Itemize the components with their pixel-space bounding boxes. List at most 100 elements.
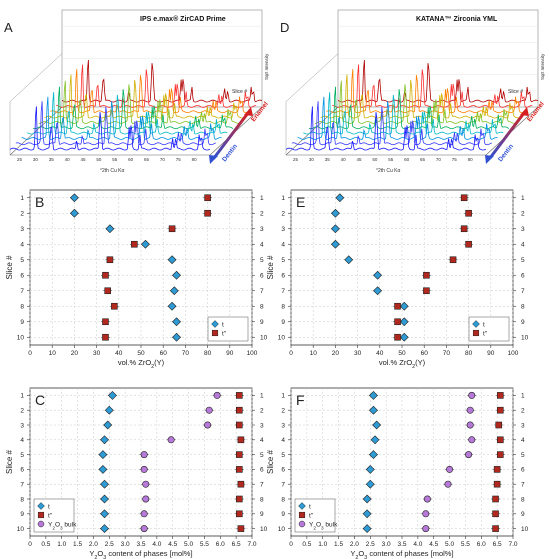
data-point-t — [493, 466, 501, 473]
y-axis-label: Slice # — [266, 255, 275, 280]
data-point-t — [365, 479, 375, 489]
xrd-slice-3-line — [297, 96, 498, 140]
data-point-t — [167, 255, 177, 265]
data-point-t — [460, 194, 468, 202]
y-tick-label-right: 8 — [521, 304, 525, 311]
y-tick-label-right: 10 — [521, 526, 529, 533]
data-point-t — [335, 193, 345, 203]
legend-marker-1 — [298, 511, 306, 519]
x-tick-label: 80 — [465, 350, 473, 357]
enamel-dentin-arrow — [212, 112, 250, 159]
legend-marker-2 — [298, 520, 306, 528]
y-tick-label-right: 5 — [260, 452, 264, 459]
y-tick-label-left: 5 — [20, 452, 24, 459]
x-tick-label: 0 — [28, 350, 32, 357]
panel-letter: C — [35, 392, 45, 408]
x-tick-label: 25 — [293, 157, 299, 162]
x-tick-label: 4.5 — [429, 541, 438, 548]
data-point-y2o3bulk — [140, 451, 148, 459]
legend-label-1: t'' — [222, 331, 226, 338]
panel-e-scatter: 0 10 20 30 40 50 60 70 80 90 100 1 1 2 2 3 3 4 4 5 5 6 6 7 7 8 8 9 9… — [266, 189, 529, 370]
data-point-t — [399, 332, 409, 342]
data-point-t — [369, 405, 378, 415]
y-tick-label-left: 8 — [281, 304, 285, 311]
x-tick-label: 3.0 — [121, 541, 130, 548]
y-tick-label-left: 6 — [281, 467, 285, 474]
data-point-t — [362, 494, 372, 504]
data-point-y2o3bulk — [142, 480, 150, 488]
x-tick-label: 2.5 — [366, 541, 375, 548]
y-tick-label-right: 6 — [521, 273, 525, 280]
data-point-y2o3bulk — [205, 406, 213, 414]
y-tick-label-left: 6 — [281, 273, 285, 280]
data-point-t — [465, 240, 472, 248]
x-tick-label: 65 — [420, 157, 426, 162]
x-tick-label: 2.0 — [350, 541, 359, 548]
data-point-t — [103, 420, 113, 430]
y-axis-label: Slice # — [266, 449, 275, 474]
y-tick-label-left: 6 — [20, 467, 24, 474]
data-point-y2o3bulk — [422, 510, 430, 518]
y-tick-label-left: 4 — [20, 437, 24, 444]
y-tick-label-right: 1 — [260, 393, 264, 400]
x-tick-label: 30 — [33, 157, 39, 162]
y-tick-label-left: 3 — [281, 226, 285, 233]
data-point-t — [369, 390, 378, 400]
y-tick-label-left: 7 — [281, 482, 285, 489]
x-tick-label: 35 — [49, 157, 55, 162]
panel-c-scatter: 0 0.5 1.0 1.5 2.0 2.5 3.0 3.5 4.0 4.5 5.0 5.5 6.0 6.5… — [5, 387, 268, 559]
data-point-t — [236, 495, 243, 503]
y-tick-label-left: 10 — [17, 335, 25, 342]
y-tick-label-left: 7 — [20, 482, 24, 489]
data-point-t — [237, 436, 245, 444]
x-tick-label: 7.0 — [247, 541, 256, 548]
panel-d-xrd-waterfall: 25 30 35 40 45 50 55 60 65 70 75 80 D KATANA™ Zirconi… — [280, 9, 546, 174]
y-tick-label-left: 3 — [281, 422, 285, 429]
x-tick-label: 45 — [357, 157, 363, 162]
data-point-y2o3bulk — [213, 391, 221, 399]
x-tick-label: 55 — [112, 157, 118, 162]
data-point-t — [394, 302, 401, 310]
data-point-t — [237, 525, 245, 532]
x-axis-label: vol.% ZrO2(Y) — [118, 358, 165, 370]
x-tick-label: 40 — [376, 350, 384, 357]
arrow-head-enamel — [244, 107, 253, 116]
x-tick-label: 0.5 — [302, 541, 311, 548]
data-point-t — [492, 495, 499, 503]
x-tick-label: 75 — [176, 157, 182, 162]
panel-f-scatter: 0 0.5 1.0 1.5 2.0 2.5 3.0 3.5 4.0 4.5 5.0 5.5 6.0 6.5… — [266, 387, 529, 559]
x-tick-label: 20 — [332, 350, 340, 357]
x-tick-label: 7.0 — [508, 541, 517, 548]
data-point-t — [492, 510, 499, 518]
x-tick-label: 30 — [354, 350, 362, 357]
data-point-y2o3bulk — [140, 510, 148, 518]
data-point-t — [108, 390, 117, 400]
side-edge — [9, 53, 63, 102]
xrd-slice-4-line — [303, 92, 504, 135]
x-tick-label: 80 — [192, 157, 198, 162]
y-tick-label-left: 4 — [20, 242, 24, 249]
data-point-t — [373, 286, 383, 296]
data-point-t — [460, 225, 468, 233]
x-tick-label: 10 — [310, 350, 318, 357]
xrd-slice-6-line — [38, 80, 239, 124]
legend-marker-1 — [472, 329, 480, 337]
data-point-t — [236, 392, 243, 399]
legend: t t'' Y2O3 bulk — [33, 498, 77, 533]
x-tick-label: 6.5 — [232, 541, 241, 548]
x-tick-label: 90 — [226, 350, 234, 357]
legend-label-1: t'' — [48, 513, 52, 520]
y-tick-label-left: 8 — [20, 304, 24, 311]
arrow-head-dentin — [209, 155, 218, 164]
data-point-t — [465, 209, 472, 217]
legend-label-0: t — [222, 322, 224, 329]
y-tick-label-right: 5 — [521, 452, 525, 459]
legend-marker-1 — [37, 511, 45, 519]
legend: t t'' — [207, 316, 249, 342]
data-point-t — [104, 405, 114, 415]
legend-label-1: t'' — [309, 513, 313, 520]
data-point-y2o3bulk — [444, 480, 452, 488]
data-point-t — [394, 333, 401, 341]
legend-label-0: t — [48, 504, 50, 511]
y-tick-label-right: 1 — [521, 393, 525, 400]
